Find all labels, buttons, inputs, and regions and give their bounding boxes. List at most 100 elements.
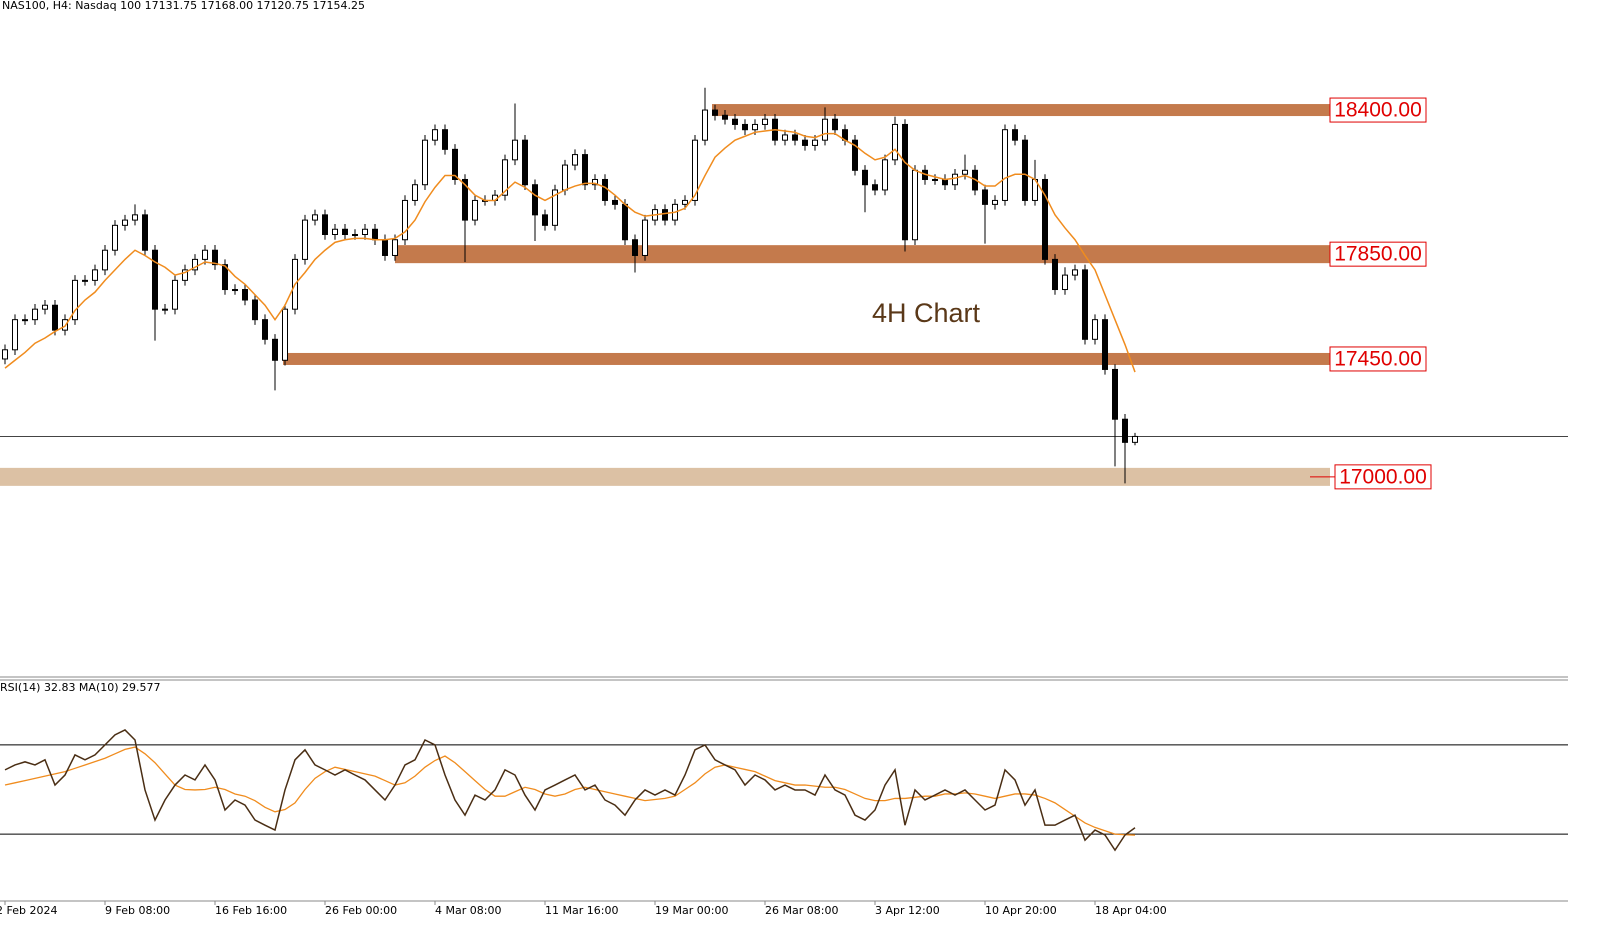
x-tick-label: 19 Mar 00:00 <box>655 904 728 917</box>
candle-body <box>1122 418 1128 443</box>
candle-body <box>572 154 578 166</box>
candle-body <box>822 118 828 141</box>
candle-body <box>962 169 968 175</box>
level-zone <box>712 104 1330 117</box>
level-label-box <box>1329 97 1427 123</box>
candle-body <box>762 118 768 125</box>
candle-body <box>682 199 688 205</box>
candle-body <box>2 349 8 360</box>
candle-body <box>382 239 388 256</box>
candle-body <box>372 228 378 241</box>
level-label: 17000.00 <box>1339 465 1427 488</box>
candle-body <box>272 338 278 361</box>
candle-body <box>892 123 898 161</box>
candle-body <box>832 118 838 131</box>
candle-body <box>1012 129 1018 141</box>
level-label-box <box>1329 346 1427 372</box>
x-tick-label: 10 Apr 20:00 <box>985 904 1057 917</box>
x-tick-label: 9 Feb 08:00 <box>105 904 170 917</box>
candle-body <box>752 123 758 131</box>
candle-body <box>22 319 28 322</box>
candle-body <box>92 269 98 281</box>
candle-body <box>862 169 868 186</box>
candle-body <box>602 178 608 201</box>
candle-body <box>1042 178 1048 260</box>
candle-body <box>182 269 188 281</box>
candle-body <box>72 279 78 321</box>
candle-body <box>102 249 108 271</box>
x-tick-label: 11 Mar 16:00 <box>545 904 618 917</box>
candle-body <box>332 228 338 236</box>
candle-body <box>232 289 238 292</box>
x-tick-label: 26 Mar 08:00 <box>765 904 838 917</box>
rsi-line <box>4 729 1136 852</box>
candle-body <box>1082 269 1088 340</box>
candle-body <box>1102 319 1108 370</box>
candle-body <box>712 109 718 116</box>
candle-body <box>302 219 308 260</box>
candle-body <box>312 214 318 221</box>
candle-body <box>152 249 158 310</box>
candle-body <box>322 214 328 236</box>
candle-body <box>912 169 918 241</box>
candle-body <box>1072 269 1078 276</box>
candle-body <box>12 319 18 351</box>
level-label-box <box>1329 241 1427 267</box>
candle-body <box>732 118 738 125</box>
rsi-title: RSI(14) 32.83 MA(10) 29.577 <box>0 681 161 694</box>
candle-body <box>412 184 418 201</box>
candle-body <box>262 319 268 340</box>
candle-body <box>642 219 648 256</box>
candle-body <box>342 228 348 236</box>
candle-body <box>1132 435 1138 443</box>
candle-body <box>52 304 58 331</box>
level-label: 17450.00 <box>1334 348 1422 371</box>
candle-body <box>702 109 708 141</box>
candle-body <box>202 249 208 260</box>
candle-body <box>442 129 448 150</box>
x-tick-label: 18 Apr 04:00 <box>1095 904 1167 917</box>
candle-body <box>282 308 288 361</box>
candle-body <box>782 134 788 141</box>
candle-body <box>792 134 798 141</box>
x-tick-label: 16 Feb 16:00 <box>215 904 287 917</box>
level-label: 17850.00 <box>1334 243 1422 266</box>
candle-body <box>192 258 198 271</box>
candle-body <box>1062 274 1068 291</box>
x-tick-label: 26 Feb 00:00 <box>325 904 397 917</box>
candle-body <box>1002 129 1008 201</box>
moving-average <box>4 128 1136 373</box>
candle-body <box>392 239 398 256</box>
level-zone <box>0 467 1330 486</box>
candle-body <box>592 178 598 186</box>
candle-body <box>662 209 668 221</box>
candle-body <box>432 129 438 141</box>
chart-title: NAS100, H4: Nasdaq 100 17131.75 17168.00… <box>2 0 365 12</box>
candle-body <box>222 264 228 291</box>
candle-body <box>852 139 858 171</box>
candle-body <box>952 173 958 186</box>
candle-body <box>562 164 568 191</box>
candle-body <box>992 199 998 205</box>
candle-body <box>582 154 588 186</box>
x-tick-label: 3 Apr 12:00 <box>875 904 940 917</box>
candle-body <box>932 178 938 181</box>
candle-body <box>132 214 138 221</box>
candle-body <box>722 114 728 120</box>
candle-body <box>1092 319 1098 340</box>
candle-body <box>692 139 698 201</box>
candle-body <box>82 279 88 282</box>
candle-body <box>42 304 48 310</box>
candle-body <box>1022 139 1028 201</box>
candle-body <box>502 159 508 196</box>
candle-body <box>802 139 808 146</box>
candle-body <box>872 184 878 191</box>
candle-body <box>472 199 478 221</box>
candle-body <box>622 203 628 241</box>
candle-body <box>122 219 128 226</box>
candle-body <box>982 189 988 205</box>
candle-body <box>242 289 248 301</box>
candle-body <box>512 139 518 161</box>
candle-body <box>452 148 458 180</box>
